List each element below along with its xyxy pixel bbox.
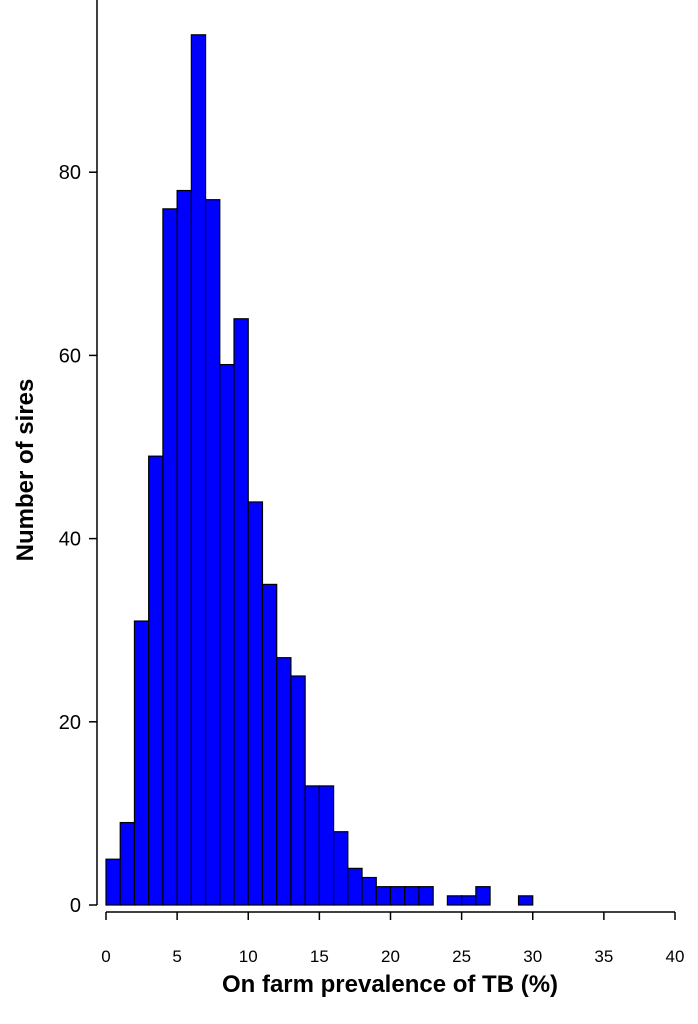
bar (233, 318, 249, 906)
bar (333, 831, 349, 906)
bar (361, 876, 377, 906)
bar (247, 501, 264, 906)
y-tick-label: 20 (59, 712, 81, 734)
bar (219, 363, 235, 906)
x-tick-label: 25 (452, 947, 471, 966)
bar (276, 657, 292, 906)
bar (133, 620, 150, 906)
bar (404, 886, 420, 906)
bar (446, 895, 463, 906)
y-tick-label: 0 (70, 895, 81, 917)
x-tick-label: 15 (310, 947, 329, 966)
bar (461, 895, 477, 906)
x-tick-label: 10 (239, 947, 258, 966)
bar (375, 886, 392, 906)
bar (261, 583, 278, 906)
bar (176, 189, 192, 906)
bar (517, 895, 534, 906)
y-tick-label: 40 (59, 529, 81, 551)
bar (318, 785, 335, 906)
x-tick-label: 5 (172, 947, 181, 966)
y-axis-label: Number of sires (12, 379, 39, 562)
bar (347, 867, 363, 906)
bar (148, 455, 164, 906)
x-tick-label: 0 (101, 947, 110, 966)
x-axis-label: On farm prevalence of TB (%) (222, 971, 558, 998)
bar (105, 858, 121, 906)
x-tick-label: 35 (594, 947, 613, 966)
bar (162, 208, 178, 906)
y-tick-label: 80 (59, 162, 81, 184)
bar (475, 886, 491, 906)
y-tick-label: 60 (59, 345, 81, 367)
bar (204, 199, 221, 906)
bar (418, 886, 434, 906)
x-tick-label: 30 (523, 947, 542, 966)
x-tick-label: 20 (381, 947, 400, 966)
bar (119, 821, 136, 906)
bar (190, 34, 207, 906)
bar (389, 886, 406, 906)
bar (290, 675, 306, 906)
bar (304, 785, 320, 906)
x-tick-label: 40 (666, 947, 685, 966)
